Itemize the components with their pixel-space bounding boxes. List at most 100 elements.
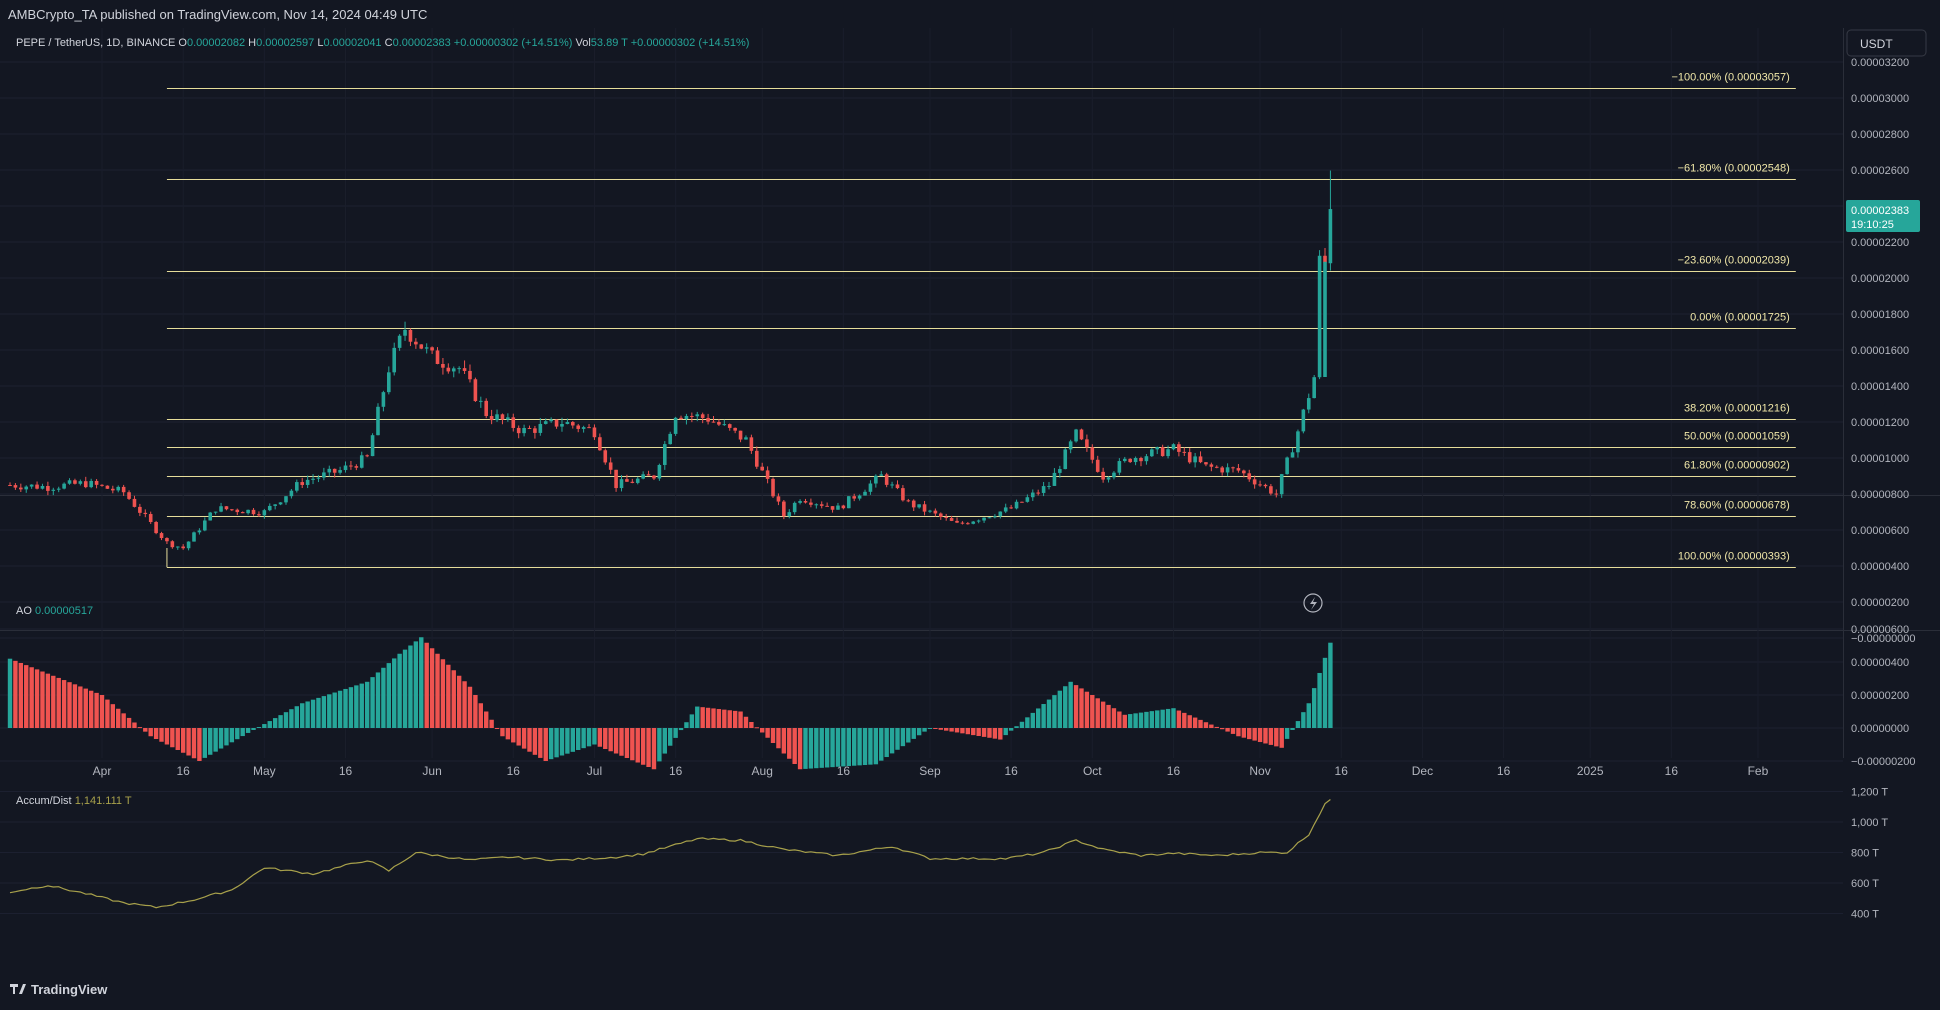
legend-token: O [178, 37, 187, 49]
price-tick-label: 0.00002600 [1851, 165, 1909, 177]
fib-level-label: −100.00% (0.00003057) [1671, 72, 1789, 84]
ao-bar [987, 728, 992, 738]
ao-bar [13, 660, 18, 728]
ao-bar [619, 728, 624, 756]
candle-body [1269, 486, 1273, 494]
ao-bar [608, 728, 613, 752]
candle-body [955, 520, 959, 523]
ao-bar [1160, 709, 1165, 728]
time-tick-label: 16 [1167, 764, 1181, 778]
lightning-icon[interactable] [1303, 593, 1323, 613]
candle-body [343, 465, 348, 471]
time-tick-label: 16 [1497, 764, 1511, 778]
candle-body [359, 455, 364, 468]
candle-body [554, 419, 559, 427]
candle-body [652, 475, 656, 479]
candle-body [300, 482, 305, 485]
ao-bar [576, 728, 581, 750]
candle-body [414, 341, 418, 345]
currency-button-label: USDT [1860, 37, 1893, 51]
candle-body [1312, 377, 1316, 399]
candle-body [121, 486, 126, 493]
ao-bar [267, 721, 272, 728]
chart-canvas[interactable]: −100.00% (0.00003057) −61.80% (0.00002548… [0, 28, 1940, 1010]
ao-bar [235, 728, 240, 740]
ao-tick-label: −0.00000200 [1851, 756, 1916, 768]
ao-bar [51, 675, 56, 728]
candle-body [673, 417, 678, 434]
candle-body [1068, 441, 1073, 450]
candle-body [1242, 470, 1246, 474]
candle-body [1263, 484, 1268, 487]
ao-bar [592, 728, 597, 745]
ao-bar [424, 642, 429, 728]
accum-dist-legend[interactable]: Accum/Dist 1,141.111 T [16, 795, 132, 807]
grid-lines [0, 28, 1940, 914]
candle-body [982, 517, 986, 521]
ao-bar [889, 728, 895, 754]
candle-body [451, 368, 456, 372]
candle-body [1177, 444, 1181, 452]
symbol-legend[interactable]: PEPE / TetherUS, 1D, BINANCE O0.00002082… [16, 37, 749, 49]
candle-body [792, 502, 797, 513]
ao-bar [949, 728, 954, 732]
ao-bar [1290, 728, 1295, 730]
ao-bar [1025, 717, 1030, 728]
ao-bar [224, 728, 229, 746]
candle-body [922, 504, 927, 512]
candle-body [933, 510, 938, 514]
ao-bar [1301, 712, 1306, 728]
ao-bar [1209, 724, 1214, 728]
candle-body [473, 379, 478, 402]
ao-bar [1111, 708, 1117, 728]
ao-bar [1230, 728, 1236, 734]
ao-bar [722, 709, 727, 728]
candle-body [1041, 486, 1046, 493]
candle-body [1193, 456, 1197, 463]
ao-legend[interactable]: AO 0.00000517 [16, 605, 93, 617]
ao-bar [478, 703, 484, 728]
ao-bar [965, 728, 971, 735]
ao-bar [99, 695, 105, 728]
candle-body [1274, 493, 1279, 495]
ao-bar [1090, 695, 1095, 728]
candle-body [354, 466, 359, 468]
ao-bar [500, 728, 505, 737]
ao-bar [202, 728, 208, 758]
ao-bar [370, 677, 375, 728]
fibonacci-retracement[interactable]: −100.00% (0.00003057) −61.80% (0.00002548… [166, 72, 1796, 568]
last-price-tag: 0.00002383 19:10:25 [1846, 200, 1920, 233]
candle-body [181, 546, 185, 549]
time-tick-label: Jul [587, 764, 602, 778]
candle-body [267, 505, 272, 511]
time-tick-label: 16 [339, 764, 353, 778]
ao-bar [521, 728, 527, 749]
top-bar: AMBCrypto_TA published on TradingView.co… [0, 0, 1940, 28]
candle-body [635, 478, 640, 483]
price-tick-label: 0.00001200 [1851, 417, 1909, 429]
time-tick-label: 16 [669, 764, 683, 778]
ao-bar [668, 728, 673, 746]
tradingview-logo[interactable]: TradingView [10, 982, 108, 997]
ao-bar [651, 728, 657, 770]
ao-bar [1165, 708, 1171, 728]
time-tick-label: Oct [1083, 764, 1102, 778]
candle-body [1009, 507, 1013, 509]
ao-bar [819, 728, 824, 768]
ao-bar [348, 687, 354, 728]
candle-body [479, 400, 483, 402]
ao-bar [1052, 695, 1057, 728]
candle-body [852, 496, 856, 499]
candle-body [1112, 472, 1116, 478]
candle-body [322, 472, 326, 478]
ao-bar [548, 728, 554, 760]
ao-bar [24, 665, 29, 728]
currency-button[interactable]: USDT [1846, 29, 1927, 57]
price-tick-label: 0.00002200 [1851, 237, 1909, 249]
candle-body [46, 485, 50, 491]
time-tick-label: 16 [837, 764, 851, 778]
ao-bar [1106, 704, 1111, 728]
candle-body [727, 424, 732, 428]
ao-bar [1198, 719, 1203, 728]
candle-body [148, 514, 153, 523]
